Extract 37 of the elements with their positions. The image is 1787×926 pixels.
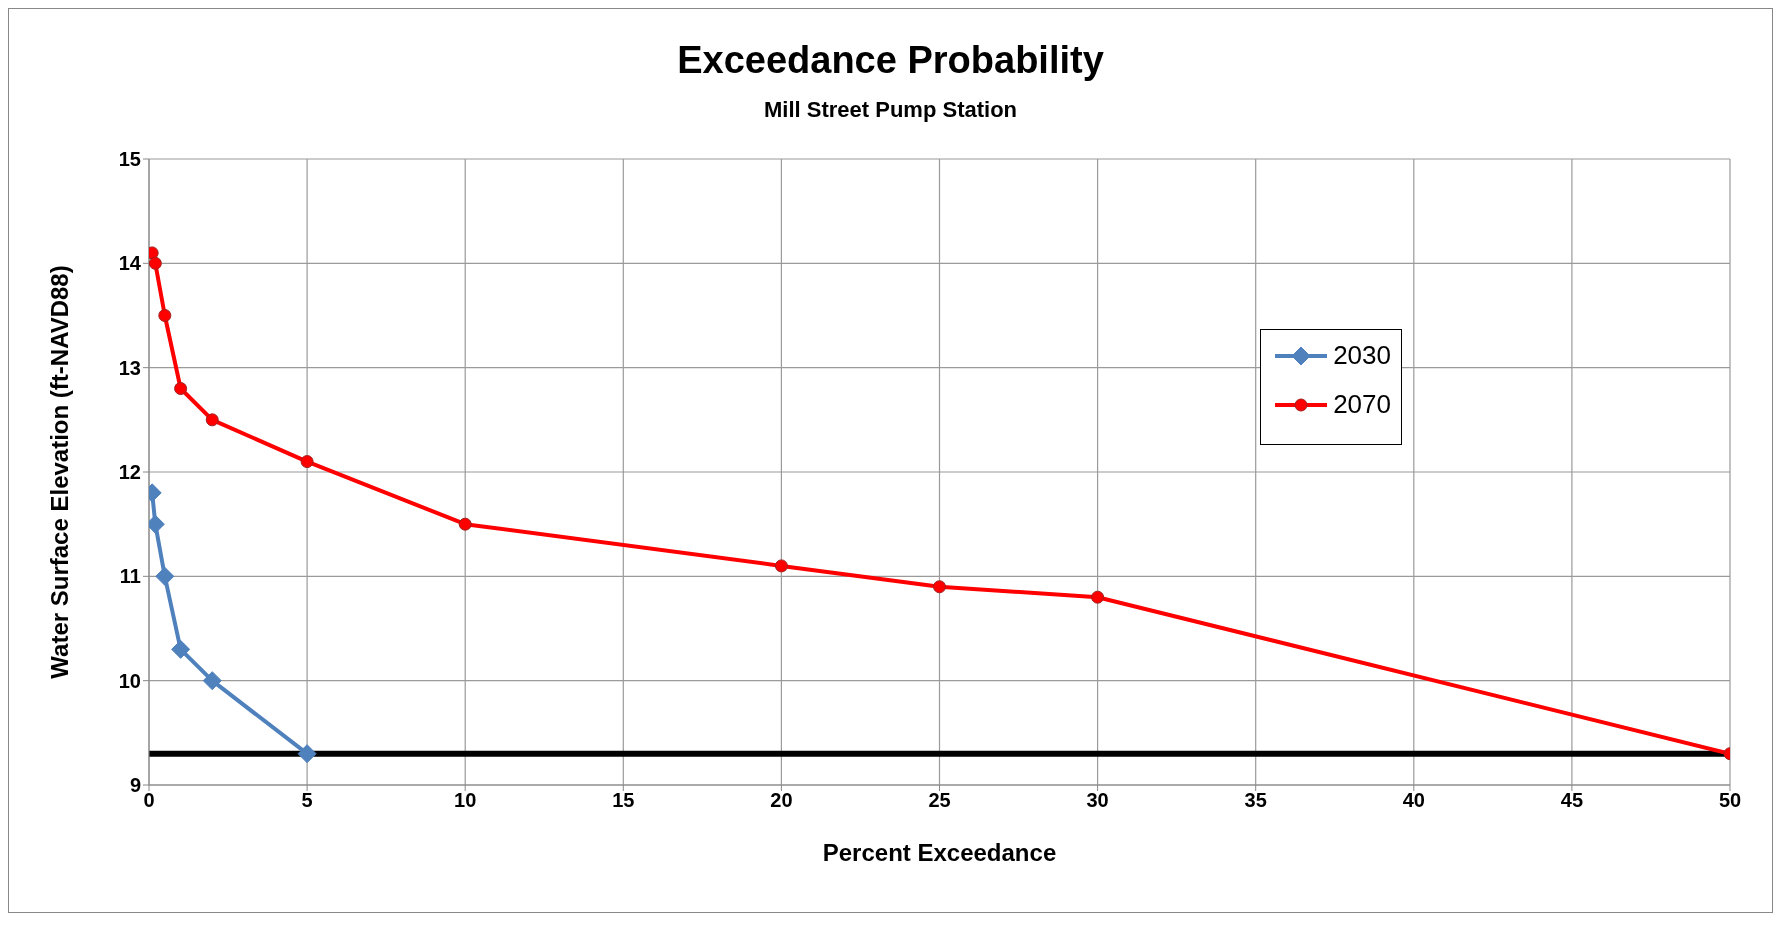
x-tick-label: 30 [1086, 789, 1109, 812]
x-tick-label: 40 [1402, 789, 1425, 812]
y-tick-label: 12 [118, 461, 141, 484]
x-tick-label: 15 [612, 789, 635, 812]
x-tick-label: 10 [454, 789, 477, 812]
chart-title: Exceedance Probability [676, 39, 1105, 82]
point [933, 580, 946, 594]
x-tick-label: 20 [770, 789, 793, 812]
y-tick-label: 10 [118, 669, 141, 692]
y-axis-title: Water Surface Elevation (ft-NAVD88) [45, 265, 73, 679]
legend-label: 2070 [1333, 389, 1391, 420]
point [174, 382, 188, 396]
x-tick-label: 25 [928, 789, 951, 812]
y-tick-label: 9 [129, 774, 141, 797]
point [149, 256, 162, 270]
point [205, 413, 219, 427]
legend-label: 2030 [1333, 340, 1391, 371]
x-tick-label: 35 [1244, 789, 1267, 812]
point [300, 455, 314, 469]
point [158, 309, 172, 322]
y-tick-label: 11 [119, 565, 141, 588]
point [155, 566, 175, 586]
x-axis-title: Percent Exceedance [822, 839, 1057, 866]
x-tick-label: 5 [301, 789, 313, 812]
point [297, 744, 317, 764]
x-tick-label: 50 [1718, 789, 1742, 812]
y-tick-label: 14 [118, 252, 142, 275]
y-tick-label: 13 [118, 356, 141, 379]
point [171, 639, 191, 659]
point [1091, 590, 1105, 604]
point [458, 517, 472, 531]
point [774, 559, 788, 573]
point [202, 671, 222, 691]
x-tick-label: 0 [143, 789, 155, 812]
chart-subtitle: Mill Street Pump Station [763, 97, 1018, 123]
y-tick-label: 15 [118, 148, 141, 171]
x-tick-label: 45 [1560, 789, 1584, 812]
